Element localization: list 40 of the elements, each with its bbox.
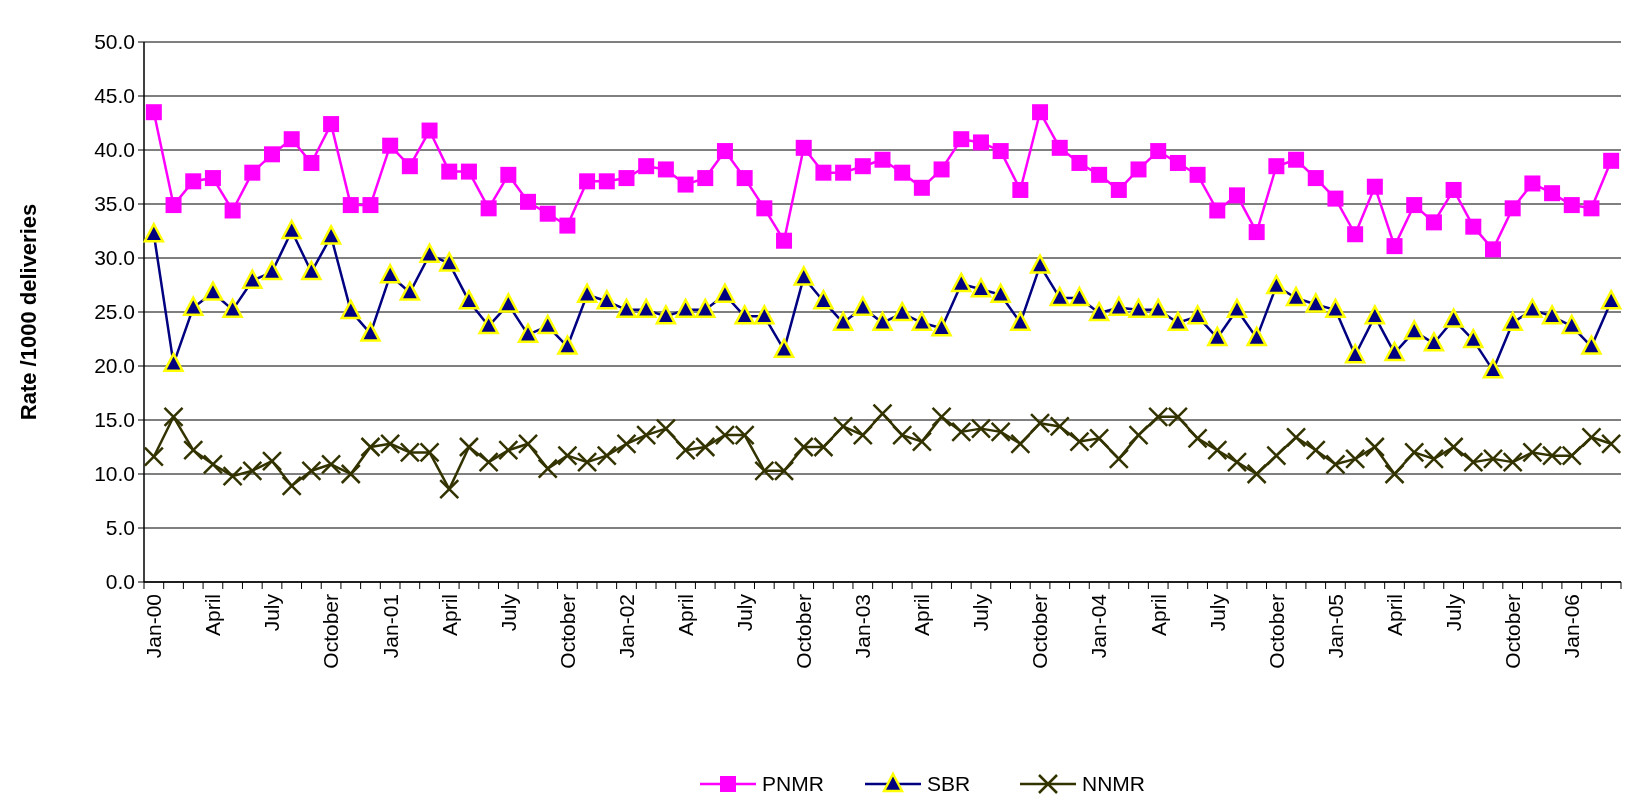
- x-tick-label: April: [673, 594, 697, 637]
- x-tick-label: April: [910, 594, 934, 637]
- x-tick-label: July: [496, 593, 520, 632]
- legend-label: SBR: [927, 772, 971, 796]
- x-tick-label: April: [437, 594, 461, 637]
- x-tick-label: October: [1501, 594, 1525, 669]
- y-tick-label: 25.0: [94, 300, 135, 324]
- y-tick-label: 40.0: [94, 138, 135, 162]
- y-tick-label: 50.0: [94, 30, 135, 54]
- legend-label: NNMR: [1082, 772, 1145, 796]
- y-tick-label: 30.0: [94, 246, 135, 270]
- x-tick-label: Jan-06: [1560, 594, 1584, 659]
- y-tick-label: 10.0: [94, 462, 135, 486]
- x-tick-label: April: [201, 594, 225, 637]
- y-tick-label: 0.0: [105, 570, 135, 594]
- y-axis-title: Rate /1000 deliveries: [16, 203, 41, 421]
- x-tick-label: October: [1264, 594, 1288, 669]
- x-tick-label: July: [260, 593, 284, 632]
- y-tick-label: 45.0: [94, 84, 135, 108]
- x-tick-label: Jan-03: [851, 594, 875, 659]
- y-tick-label: 35.0: [94, 192, 135, 216]
- x-tick-label: October: [319, 594, 343, 669]
- x-tick-label: April: [1146, 594, 1170, 637]
- y-tick-label: 5.0: [105, 516, 135, 540]
- x-tick-label: October: [1028, 594, 1052, 669]
- x-tick-label: Jan-05: [1323, 594, 1347, 659]
- x-tick-label: October: [555, 594, 579, 669]
- x-tick-label: Jan-04: [1087, 593, 1111, 659]
- x-tick-label: April: [1382, 594, 1406, 637]
- x-tick-label: July: [969, 593, 993, 632]
- x-tick-label: Jan-02: [614, 594, 638, 659]
- x-tick-label: July: [733, 593, 756, 632]
- x-tick-label: July: [1205, 593, 1229, 632]
- x-tick-label: Jan-00: [142, 594, 166, 659]
- y-tick-label: 15.0: [94, 408, 135, 432]
- x-tick-label: July: [1441, 593, 1465, 632]
- legend-label: PNMR: [762, 772, 824, 796]
- y-tick-label: 20.0: [94, 354, 135, 378]
- x-tick-label: Jan-01: [378, 594, 402, 659]
- x-tick-label: October: [792, 594, 816, 669]
